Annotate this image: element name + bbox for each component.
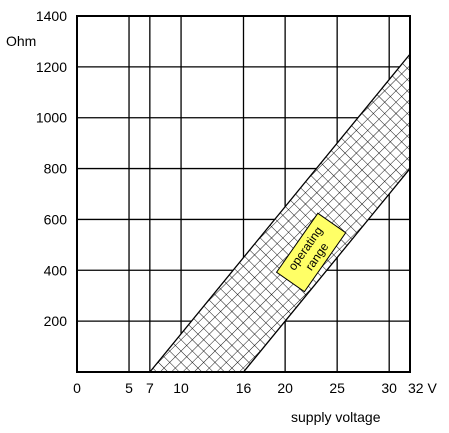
y-tick-label: 400 bbox=[44, 262, 68, 278]
x-tick-label: 7 bbox=[146, 380, 154, 396]
x-tick-label: 30 bbox=[381, 380, 397, 396]
y-tick-label: 1200 bbox=[36, 59, 67, 75]
x-tick-label: 32 V bbox=[408, 380, 437, 396]
x-tick-label: 20 bbox=[277, 380, 293, 396]
y-tick-label: 200 bbox=[44, 313, 68, 329]
x-tick-label: 5 bbox=[125, 380, 133, 396]
y-axis-label: Ohm bbox=[6, 33, 36, 49]
y-tick-label: 600 bbox=[44, 211, 68, 227]
plot-frame bbox=[76, 15, 411, 373]
x-tick-label: 25 bbox=[329, 380, 345, 396]
y-tick-label: 800 bbox=[44, 161, 68, 177]
upper-bound-line bbox=[149, 53, 410, 372]
label-box bbox=[275, 212, 347, 293]
x-tick-label: 10 bbox=[173, 380, 189, 396]
x-tick-label: 0 bbox=[73, 380, 81, 396]
lower-bound-line bbox=[242, 168, 410, 372]
y-tick-label: 1400 bbox=[36, 8, 67, 24]
x-axis-label: supply voltage bbox=[291, 409, 381, 425]
y-tick-label: 1000 bbox=[36, 110, 67, 126]
x-tick-label: 16 bbox=[236, 380, 252, 396]
